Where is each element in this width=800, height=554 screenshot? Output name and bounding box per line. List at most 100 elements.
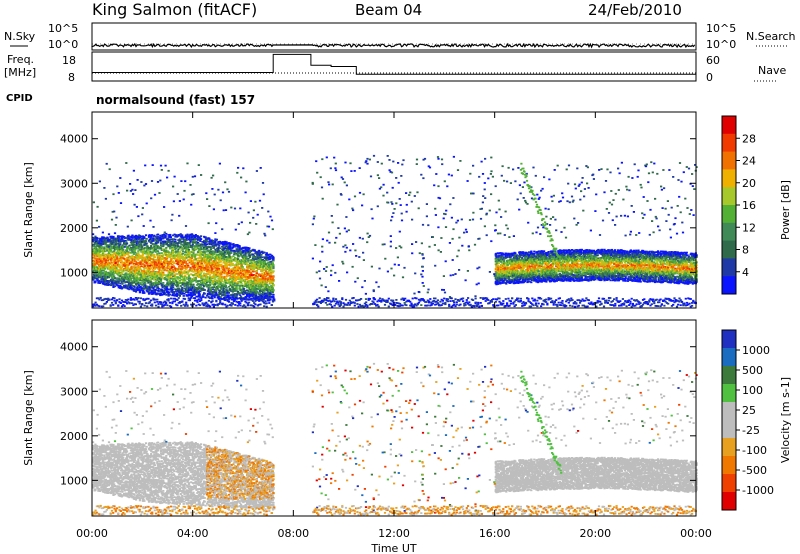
nsky-tick-high: 10^5 [48, 22, 78, 35]
nsearch-tick-low: 10^0 [706, 38, 736, 51]
power-cell [134, 286, 136, 288]
status-lines [92, 44, 696, 74]
power-cell [124, 237, 126, 239]
power-cell [124, 246, 126, 248]
power-cell [137, 215, 139, 217]
date-title: 24/Feb/2010 [588, 1, 682, 19]
cpid-text: normalsound (fast) 157 [96, 93, 255, 107]
power-cell [126, 190, 128, 192]
power-cell [140, 265, 142, 267]
power-cell [131, 267, 133, 269]
power-cell [121, 267, 123, 269]
power-cell [105, 260, 107, 262]
power-cell [109, 262, 111, 264]
power-cell [93, 201, 95, 203]
freq-panel-frame [92, 52, 696, 81]
power-cell [114, 285, 116, 287]
power-cell [102, 272, 104, 274]
power-cell [103, 253, 105, 255]
power-cell [97, 238, 99, 240]
power-cell [121, 283, 123, 285]
freq-label: Freq. [7, 53, 34, 66]
power-cell [134, 252, 136, 254]
nsky-tick-low: 10^0 [48, 38, 78, 51]
power-cell [131, 235, 133, 237]
power-cell [109, 168, 111, 170]
power-cell [99, 181, 101, 183]
power-cell [112, 255, 114, 257]
power-cell [114, 232, 116, 234]
freq-tick-low: 8 [68, 71, 75, 84]
power-cell [125, 162, 127, 164]
power-cell [113, 275, 115, 277]
power-cell [117, 282, 119, 284]
power-cell [134, 204, 136, 206]
power-cell [118, 192, 120, 194]
cpid-label: CPID [6, 93, 33, 104]
power-cell [108, 233, 110, 235]
power-cell [102, 232, 104, 234]
power-cell [96, 220, 98, 222]
station-title: King Salmon (fitACF) [92, 0, 257, 19]
power-cell [119, 177, 121, 179]
power-cell [115, 262, 117, 264]
radar-summary-plot: King Salmon (fitACF) Beam 04 24/Feb/2010… [0, 0, 800, 554]
nsky-line [92, 44, 695, 47]
nsearch-label: N.Search [746, 30, 796, 43]
freq-line [92, 54, 696, 74]
power-cell [130, 252, 132, 254]
power-cell [112, 236, 114, 238]
power-cell [131, 220, 133, 222]
nave-label: Nave [758, 64, 786, 77]
power-cell [94, 281, 96, 283]
power-cell [132, 193, 134, 195]
power-cell [114, 277, 116, 279]
power-cell [97, 206, 99, 208]
power-cell [137, 280, 139, 282]
power-cell [103, 187, 105, 189]
freq-unit-label: [MHz] [4, 66, 36, 79]
power-cell [103, 246, 105, 248]
power-cell [133, 170, 135, 172]
power-cell [99, 277, 101, 279]
power-cell [126, 243, 128, 245]
nave-tick-high: 60 [706, 54, 720, 67]
power-cell [127, 266, 129, 268]
freq-tick-high: 18 [62, 54, 76, 67]
power-cell [122, 249, 124, 251]
power-cell [131, 189, 133, 191]
power-cell [105, 198, 107, 200]
power-cell [128, 253, 130, 255]
power-cell [97, 278, 99, 280]
power-cell [137, 259, 139, 261]
power-cell [119, 275, 121, 277]
power-cell [113, 211, 115, 213]
power-cell [106, 163, 108, 165]
power-cell [140, 181, 142, 183]
power-cell [112, 193, 114, 195]
beam-title: Beam 04 [355, 1, 422, 19]
power-cell [137, 252, 139, 254]
power-cell [127, 276, 129, 278]
nsearch-tick-high: 10^5 [706, 22, 736, 35]
power-cell [134, 189, 136, 191]
power-cell [123, 279, 125, 281]
power-cell [135, 291, 137, 293]
power-cell [100, 258, 102, 260]
power-cell [137, 179, 139, 181]
power-cell [139, 292, 141, 294]
power-cell [115, 217, 117, 219]
power-cell [136, 206, 138, 208]
power-data-layer [92, 155, 698, 308]
power-cell [136, 241, 138, 243]
power-cell [115, 267, 117, 269]
power-cell [138, 255, 140, 257]
power-cell [101, 246, 103, 248]
power-cell [115, 224, 117, 226]
nsky-label: N.Sky [4, 30, 36, 43]
power-cell [119, 283, 121, 285]
power-cell [111, 219, 113, 221]
power-cell [129, 276, 131, 278]
power-cell [116, 186, 118, 188]
power-cell [124, 255, 126, 257]
